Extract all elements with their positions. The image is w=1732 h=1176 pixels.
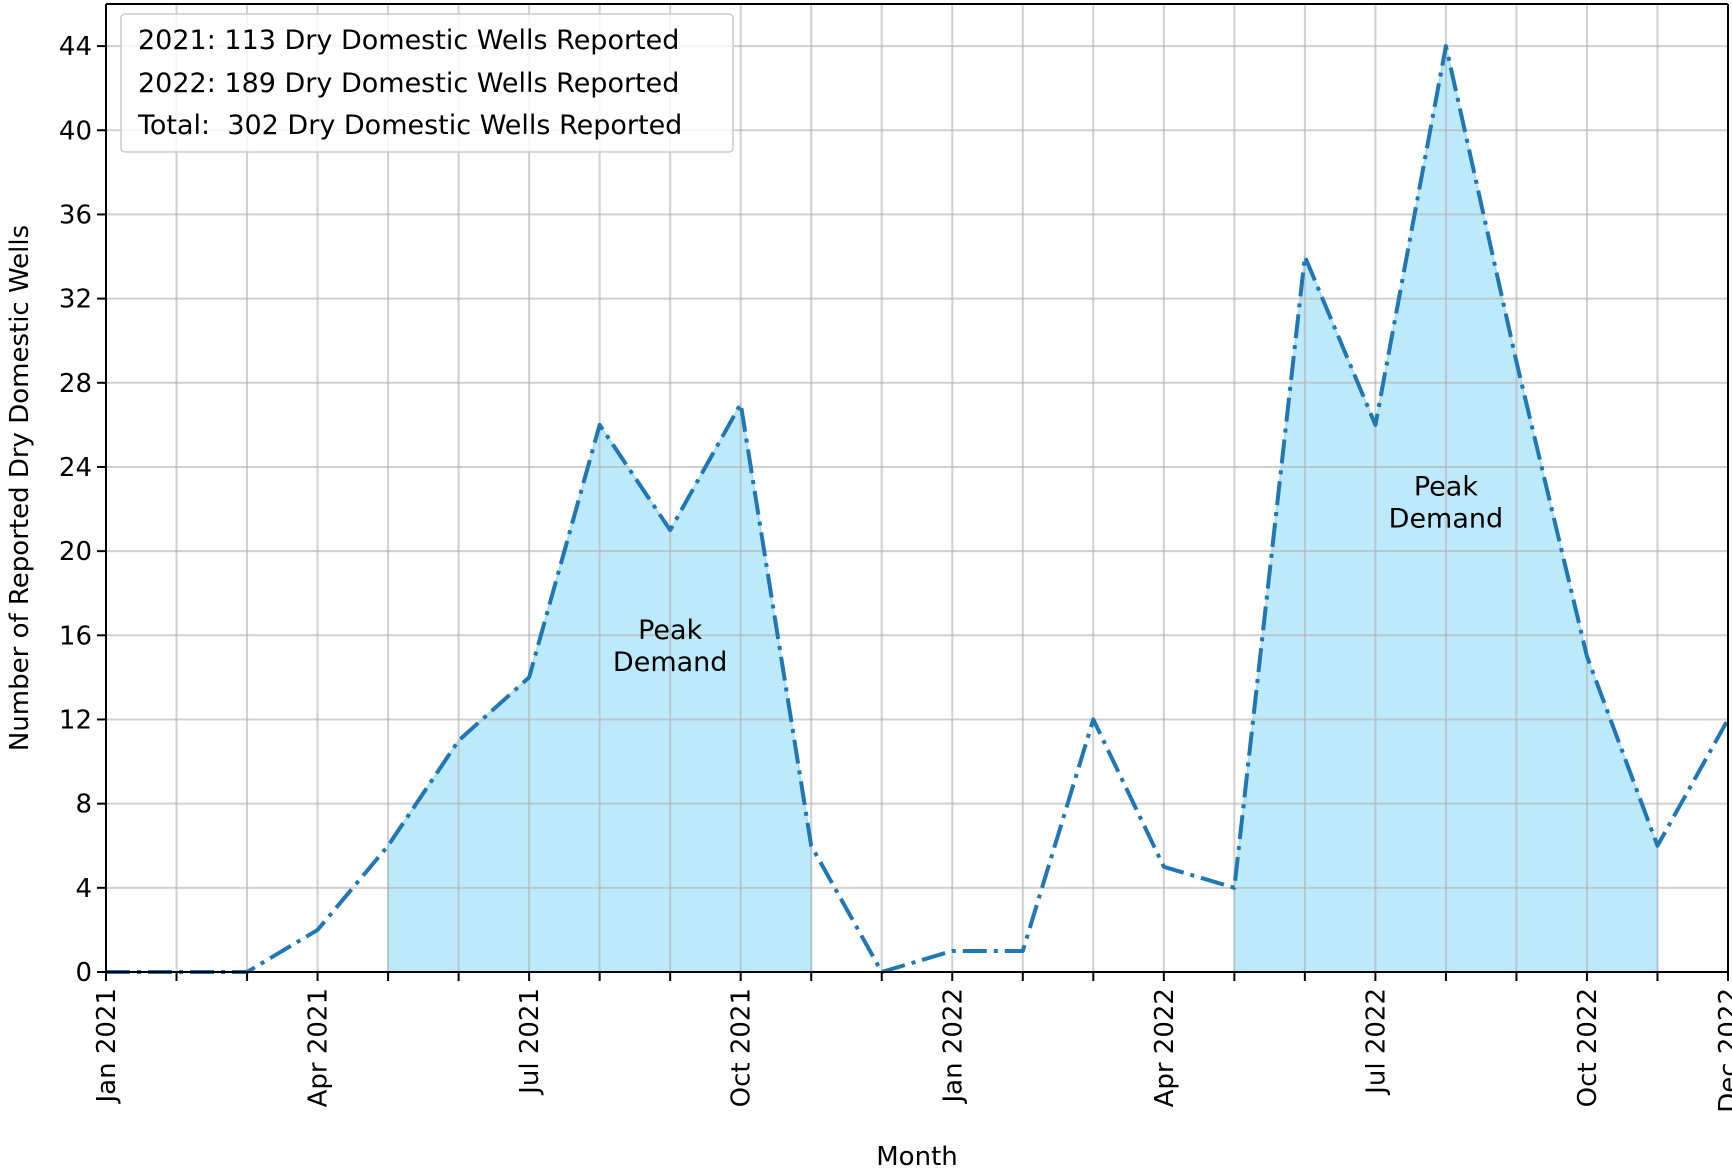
y-tick-label: 16 bbox=[59, 621, 92, 651]
x-tick-label: Jul 2021 bbox=[515, 988, 545, 1096]
y-tick-label: 28 bbox=[59, 369, 92, 399]
legend-entry: 2021: 113 Dry Domestic Wells Reported bbox=[138, 25, 679, 56]
y-axis-ticks: 0 4 8 12 16 20 24 28 32 36 40 44 bbox=[59, 32, 106, 988]
y-tick-label: 44 bbox=[59, 32, 92, 62]
legend-entry: Total: 302 Dry Domestic Wells Reported bbox=[137, 110, 682, 141]
x-tick-label: Apr 2022 bbox=[1150, 988, 1180, 1107]
legend: 2021: 113 Dry Domestic Wells Reported 20… bbox=[120, 13, 734, 153]
y-axis-label: Number of Reported Dry Domestic Wells bbox=[5, 225, 35, 751]
annotation-text: Demand bbox=[613, 647, 728, 678]
annotation-text: Demand bbox=[1389, 504, 1504, 535]
series-line bbox=[106, 44, 1730, 974]
x-tick-label: Jan 2021 bbox=[92, 988, 122, 1105]
x-axis-label: Month bbox=[876, 1142, 958, 1172]
y-tick-label: 40 bbox=[59, 116, 92, 146]
legend-box bbox=[120, 13, 734, 153]
x-tick-label: Jan 2022 bbox=[938, 988, 968, 1105]
grid-lines bbox=[105, 4, 1729, 973]
axes-frame bbox=[105, 3, 1729, 973]
annotation-text: Peak bbox=[638, 615, 702, 646]
annotation-text: Peak bbox=[1414, 472, 1478, 503]
y-tick-label: 32 bbox=[59, 285, 92, 315]
x-tick-label: Oct 2022 bbox=[1573, 988, 1603, 1107]
y-tick-label: 20 bbox=[59, 537, 92, 567]
x-tick-label: Dec 2022 bbox=[1714, 988, 1732, 1113]
y-tick-label: 36 bbox=[59, 200, 92, 230]
y-tick-label: 24 bbox=[59, 453, 92, 483]
y-tick-label: 4 bbox=[75, 874, 92, 904]
y-tick-label: 12 bbox=[59, 705, 92, 735]
y-tick-label: 0 bbox=[75, 958, 92, 988]
legend-entry: 2022: 189 Dry Domestic Wells Reported bbox=[138, 68, 679, 99]
x-tick-label: Oct 2021 bbox=[727, 988, 757, 1107]
y-tick-label: 8 bbox=[75, 790, 92, 820]
x-tick-label: Jul 2022 bbox=[1361, 988, 1391, 1096]
x-axis-ticks: Jan 2021 Apr 2021 Jul 2021 Oct 2021 Jan 2022… bbox=[92, 972, 1732, 1113]
x-tick-label: Apr 2021 bbox=[304, 988, 334, 1107]
